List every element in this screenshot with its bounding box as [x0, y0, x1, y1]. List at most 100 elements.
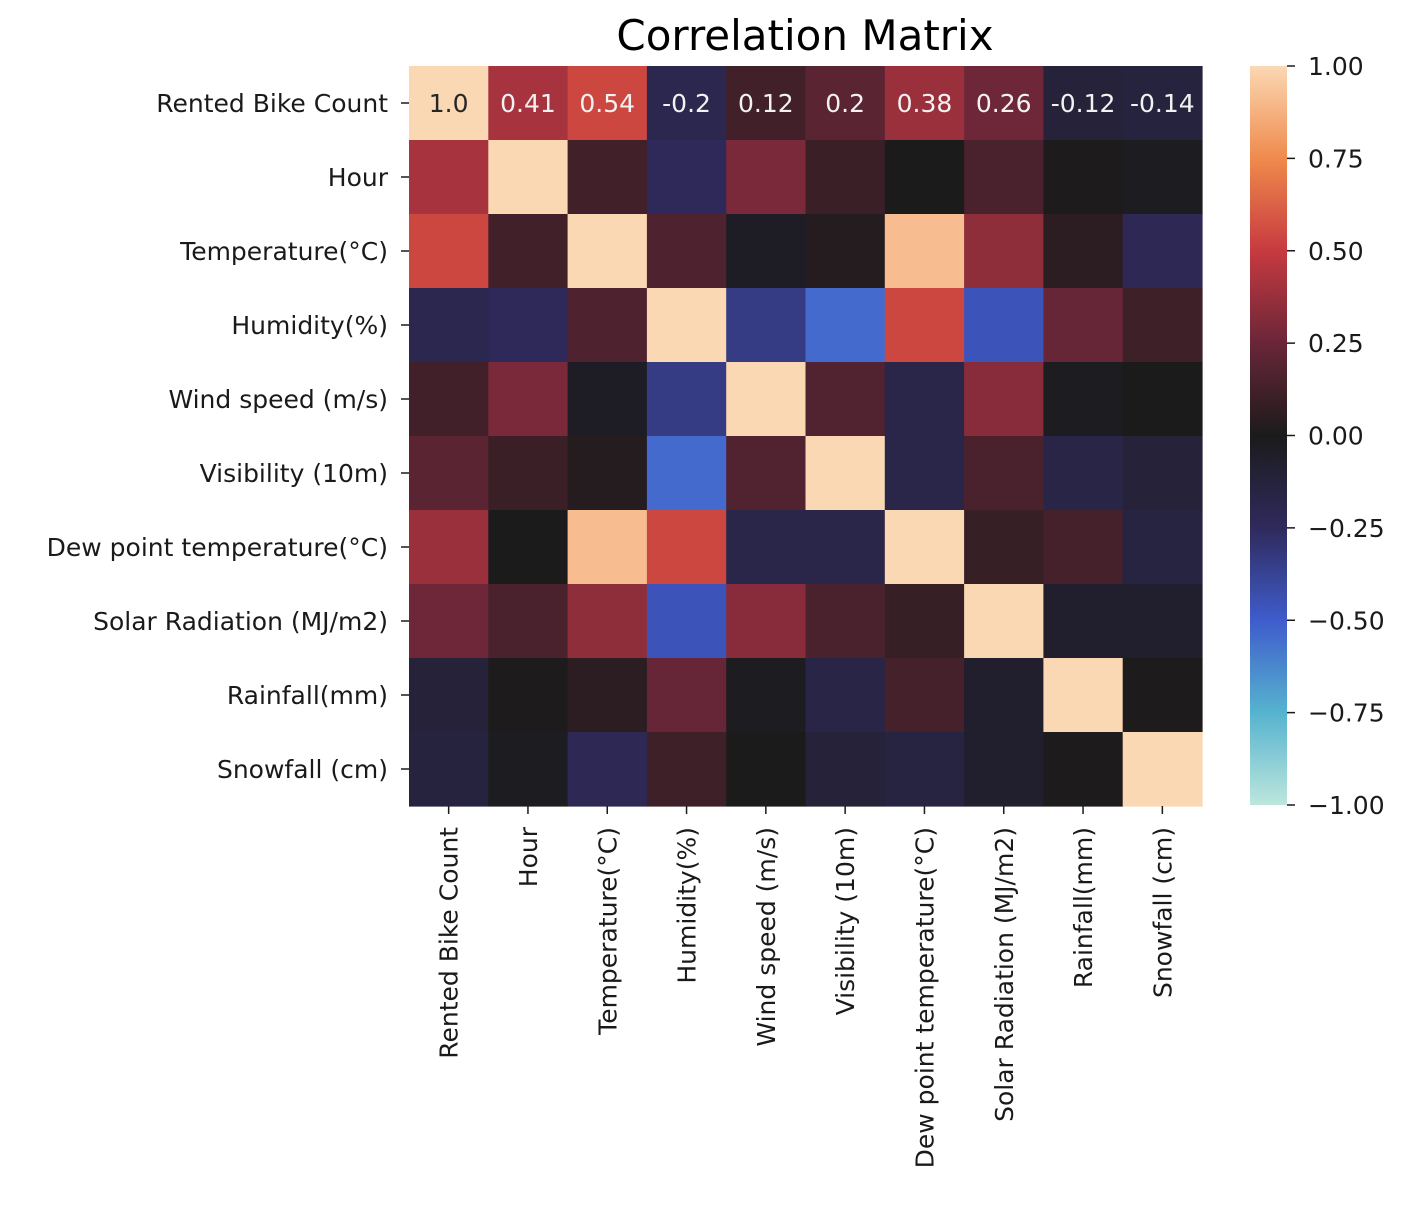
- y-tick-label: Rainfall(mm): [227, 681, 388, 710]
- heatmap-cell: [488, 140, 569, 215]
- heatmap-cell: [726, 288, 807, 363]
- heatmap-cell: [646, 436, 727, 511]
- colorbar-gradient: [1250, 66, 1287, 805]
- x-tick-label: Dew point temperature(°C): [910, 827, 939, 1168]
- y-tick-label: Dew point temperature(°C): [47, 533, 388, 562]
- colorbar-tick-label: −0.25: [1308, 514, 1385, 543]
- heatmap-cell: [409, 732, 489, 807]
- heatmap-cell: [1122, 732, 1203, 807]
- heatmap-cell: [488, 732, 569, 807]
- cell-annotation: 0.38: [897, 89, 953, 118]
- heatmap-cell: [567, 732, 648, 807]
- heatmap-cell: [488, 66, 569, 141]
- heatmap-cell: [488, 436, 569, 511]
- colorbar-tick-label: 0.75: [1308, 144, 1364, 173]
- heatmap-cell: [964, 658, 1044, 733]
- heatmap-cell: [1122, 288, 1203, 363]
- heatmap-cell: [567, 140, 648, 215]
- y-tick-label: Hour: [328, 163, 389, 192]
- cell-annotation: 0.26: [976, 89, 1032, 118]
- colorbar-tick-label: 0.00: [1308, 422, 1364, 451]
- heatmap-cell: [646, 658, 727, 733]
- heatmap-cell: [567, 510, 648, 585]
- heatmap-cell: [409, 584, 489, 659]
- heatmap-cell: [726, 66, 807, 141]
- heatmap-cell: [805, 436, 886, 511]
- heatmap-cell: [884, 140, 965, 215]
- heatmap-cell: [488, 214, 569, 289]
- heatmap-cell: [964, 362, 1044, 437]
- heatmap-cell: [884, 658, 965, 733]
- heatmap-cell: [1043, 362, 1124, 437]
- heatmap-cell: [646, 140, 727, 215]
- heatmap-cell: [1043, 658, 1124, 733]
- heatmap-cell: [646, 362, 727, 437]
- heatmap-cell: [409, 510, 489, 585]
- heatmap-cell: [1122, 362, 1203, 437]
- cell-annotation: -0.2: [662, 89, 711, 118]
- cell-annotation: 0.54: [579, 89, 635, 118]
- y-tick-label: Snowfall (cm): [217, 755, 388, 784]
- y-tick-label: Rented Bike Count: [156, 89, 388, 118]
- heatmap-cell: [1122, 658, 1203, 733]
- heatmap-cell: [488, 658, 569, 733]
- heatmap-cell: [1043, 288, 1124, 363]
- heatmap-cell: [805, 510, 886, 585]
- y-tick-label: Visibility (10m): [200, 459, 388, 488]
- x-axis-ticks: Rented Bike Count Hour Temperature(°C) Humi…: [435, 806, 1177, 1168]
- heatmap-cell: [1043, 66, 1124, 141]
- heatmap-cell: [726, 362, 807, 437]
- heatmap-cell: [646, 584, 727, 659]
- heatmap-cell: [726, 214, 807, 289]
- heatmap-cell: [646, 66, 727, 141]
- heatmap-cell: [488, 362, 569, 437]
- colorbar: 1.00 0.75 0.50 0.25 0.00 −0.25 −0.50 −0.75 −1.00: [1250, 52, 1385, 820]
- heatmap-cell: [1122, 584, 1203, 659]
- heatmap-cell: [964, 436, 1044, 511]
- heatmap-cell: [567, 658, 648, 733]
- cell-annotation: 0.41: [500, 89, 556, 118]
- colorbar-tick-label: 0.25: [1308, 329, 1364, 358]
- heatmap-cell: [1122, 214, 1203, 289]
- y-tick-label: Temperature(°C): [179, 237, 388, 266]
- heatmap-cell: [884, 584, 965, 659]
- chart-title: Correlation Matrix: [616, 11, 993, 60]
- heatmap-cell: [726, 584, 807, 659]
- heatmap-cell: [964, 214, 1044, 289]
- heatmap-cell: [1043, 140, 1124, 215]
- heatmap-cell: [964, 66, 1044, 141]
- heatmap-cell: [1043, 584, 1124, 659]
- heatmap-cell: [1043, 436, 1124, 511]
- heatmap-cell: [1122, 436, 1203, 511]
- heatmap-cell: [964, 140, 1044, 215]
- heatmap-cell: [567, 584, 648, 659]
- colorbar-tick-label: 0.50: [1308, 237, 1364, 266]
- colorbar-tick-label: −0.75: [1308, 699, 1385, 728]
- heatmap-cell: [1043, 510, 1124, 585]
- y-axis-ticks: Rented Bike Count Hour Temperature(°C) Humi…: [47, 89, 409, 784]
- heatmap-cell: [884, 214, 965, 289]
- heatmap-cell: [409, 140, 489, 215]
- x-tick-label: Snowfall (cm): [1148, 827, 1177, 998]
- heatmap-cell: [646, 510, 727, 585]
- heatmap-cell: [726, 140, 807, 215]
- heatmap-cell: [409, 66, 489, 141]
- heatmap-cell: [805, 140, 886, 215]
- colorbar-tick-label: −1.00: [1308, 791, 1385, 820]
- heatmap-cell: [805, 214, 886, 289]
- heatmap-cell: [884, 362, 965, 437]
- heatmap-cell: [409, 362, 489, 437]
- cell-annotation: 0.12: [738, 89, 794, 118]
- x-tick-label: Rented Bike Count: [435, 827, 464, 1059]
- heatmap-cell: [805, 288, 886, 363]
- heatmap-cell: [1122, 510, 1203, 585]
- heatmap-cell: [884, 436, 965, 511]
- y-tick-label: Solar Radiation (MJ/m2): [93, 607, 388, 636]
- heatmap-cell: [726, 510, 807, 585]
- heatmap-cell: [646, 288, 727, 363]
- heatmap-cell: [805, 658, 886, 733]
- colorbar-tick-label: −0.50: [1308, 606, 1385, 635]
- heatmap-cell: [884, 66, 965, 141]
- cell-annotation: 0.2: [825, 89, 865, 118]
- heatmap-cell: [1043, 732, 1124, 807]
